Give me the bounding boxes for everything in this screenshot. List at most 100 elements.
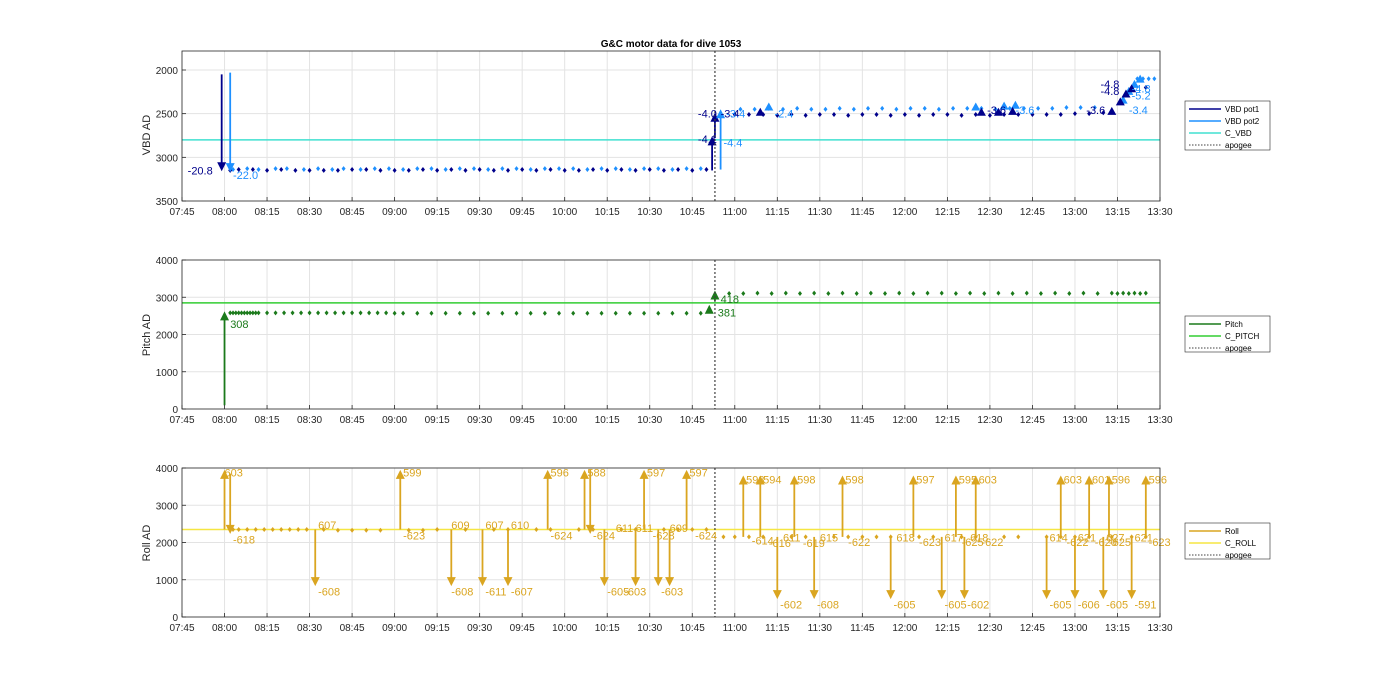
data-point: [761, 534, 766, 540]
data-label: -625: [1109, 537, 1131, 549]
data-label: 594: [763, 475, 781, 487]
data-point: [953, 291, 958, 297]
marker-triangle: [1008, 106, 1018, 115]
data-point: [642, 310, 647, 316]
x-tick-label: 07:45: [169, 415, 194, 426]
data-point: [698, 166, 703, 172]
x-tick-label: 07:45: [169, 207, 194, 218]
data-point: [253, 526, 258, 532]
data-point: [860, 534, 865, 540]
data-point: [746, 534, 751, 540]
data-point: [250, 310, 255, 316]
data-label: -3.4: [1129, 105, 1148, 117]
data-point: [656, 310, 661, 316]
x-tick-label: 11:00: [723, 623, 748, 634]
data-label: -616: [769, 538, 791, 550]
data-point: [883, 291, 888, 297]
data-point: [911, 291, 916, 297]
x-tick-label: 12:45: [1020, 623, 1045, 634]
arrow-head: [809, 590, 819, 600]
data-point: [746, 112, 751, 118]
marker-triangle: [993, 107, 1003, 116]
data-point: [265, 310, 270, 316]
x-tick-label: 12:30: [977, 623, 1002, 634]
y-tick-label: 1000: [156, 576, 179, 587]
data-point: [647, 167, 652, 173]
x-tick-label: 13:15: [1105, 415, 1130, 426]
legend-label: C_VBD: [1225, 129, 1252, 138]
data-label: -624: [593, 530, 615, 542]
data-point: [335, 527, 340, 533]
arrow-head: [789, 475, 799, 485]
data-point: [1146, 76, 1151, 82]
arrow-head: [1104, 475, 1114, 485]
data-label: -623: [919, 537, 941, 549]
marker-triangle: [999, 101, 1009, 110]
x-tick-label: 09:45: [510, 415, 535, 426]
data-label: -614: [752, 536, 774, 548]
data-label: 609: [670, 523, 688, 535]
data-point: [1002, 534, 1007, 540]
arrow-head: [710, 290, 720, 300]
data-label: -605: [894, 599, 916, 611]
y-tick-label: 2000: [156, 539, 179, 550]
data-point: [486, 310, 491, 316]
data-point: [1021, 105, 1026, 111]
data-point: [888, 112, 893, 118]
data-point: [576, 526, 581, 532]
data-point: [1016, 112, 1021, 118]
x-tick-label: 10:30: [637, 207, 662, 218]
y-tick-label: 3500: [156, 197, 179, 208]
data-point: [330, 167, 335, 173]
data-point: [846, 112, 851, 118]
data-point: [1143, 84, 1148, 90]
data-label: 308: [230, 319, 248, 331]
data-point: [316, 310, 321, 316]
data-label: -622: [1066, 537, 1088, 549]
x-tick-label: 09:30: [467, 623, 492, 634]
data-point: [619, 526, 624, 532]
data-point: [959, 534, 964, 540]
x-tick-label: 12:15: [935, 623, 960, 634]
data-label: -4.4: [723, 137, 742, 149]
arrow-head: [631, 577, 641, 587]
marker-triangle: [1107, 106, 1117, 115]
marker-triangle: [1010, 100, 1020, 109]
data-point: [486, 167, 491, 173]
marker-triangle: [1115, 97, 1125, 106]
data-point: [996, 290, 1001, 296]
data-point: [245, 310, 250, 316]
data-label: 596: [1149, 475, 1167, 487]
data-point: [491, 167, 496, 173]
data-point: [922, 105, 927, 111]
data-point: [571, 310, 576, 316]
x-tick-label: 10:15: [595, 207, 620, 218]
data-point: [868, 290, 873, 296]
x-tick-label: 09:30: [467, 207, 492, 218]
arrow-head: [580, 469, 590, 479]
data-point: [945, 112, 950, 118]
x-tick-label: 10:45: [680, 415, 705, 426]
data-point: [874, 112, 879, 118]
arrow-head: [710, 112, 720, 122]
data-point: [755, 290, 760, 296]
data-point: [443, 167, 448, 173]
panel-1: -20.8 -22.0-4.1-4.0 -3.4-3.4-4.4-2.4 -3.6 -3…: [141, 39, 1271, 218]
data-point: [1143, 290, 1148, 296]
data-point: [769, 291, 774, 297]
data-point: [721, 534, 726, 540]
data-point: [341, 310, 346, 316]
data-point: [1095, 291, 1100, 297]
data-point: [1126, 291, 1131, 297]
x-tick-label: 13:15: [1105, 207, 1130, 218]
data-point: [392, 310, 397, 316]
data-point: [324, 310, 329, 316]
data-point: [316, 166, 321, 172]
x-tick-label: 12:00: [892, 623, 917, 634]
data-point: [661, 167, 666, 173]
data-point: [1010, 291, 1015, 297]
data-point: [1050, 105, 1055, 111]
y-tick-label: 3000: [156, 501, 179, 512]
y-tick-label: 4000: [156, 256, 179, 267]
